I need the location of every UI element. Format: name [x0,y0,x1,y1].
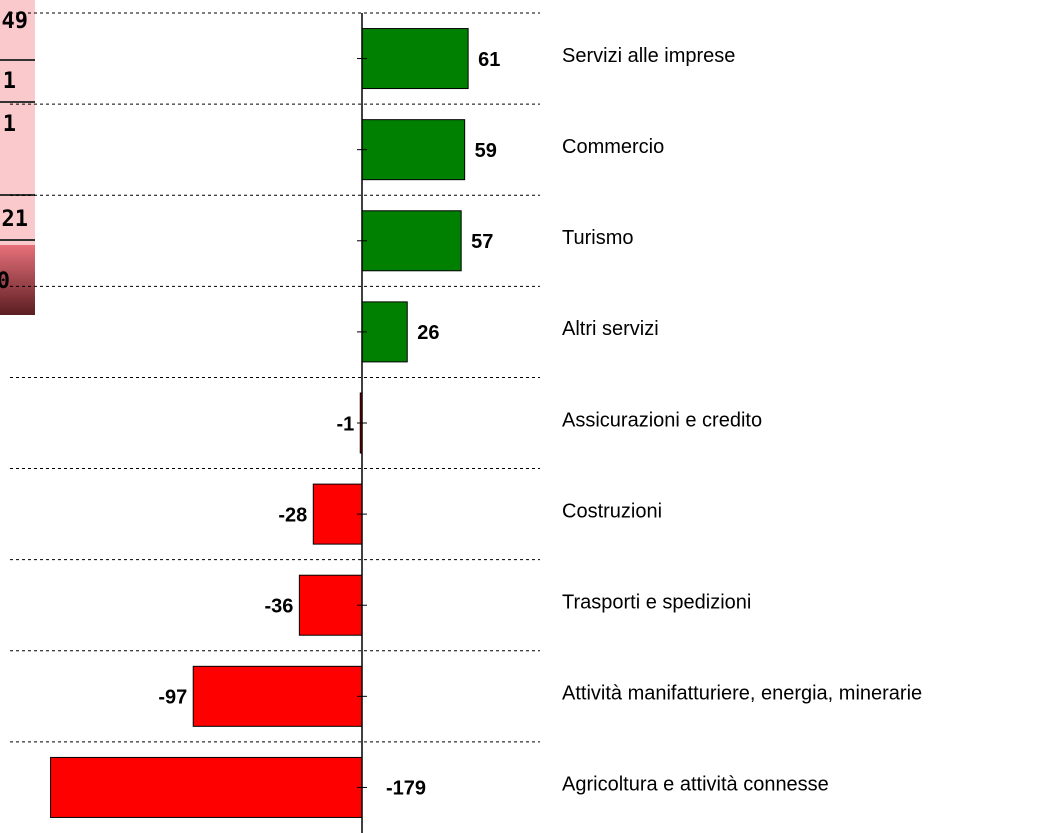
category-label: Agricoltura e attività connesse [562,774,829,796]
bar [298,574,363,636]
panel-text: 1 [3,69,16,94]
category-label: Servizi alle imprese [562,45,735,67]
category-label: Attività manifatturiere, energia, minera… [562,683,922,705]
bar [361,119,466,181]
bar [361,210,462,272]
value-label: 26 [417,322,439,344]
value-label: 59 [475,140,497,162]
category-label: Trasporti e spedizioni [562,592,751,614]
category-label: Commercio [562,136,664,158]
category-label: Turismo [562,227,633,249]
value-label: 61 [478,49,500,71]
value-label: -36 [264,596,293,618]
category-label: Assicurazioni e credito [562,409,762,431]
panel-text: 21 [2,207,29,232]
value-label: -28 [278,504,307,526]
bar [361,28,469,90]
bar [192,665,363,727]
panel-bg [0,0,35,245]
panel-cell [0,245,35,315]
category-label: Costruzioni [562,500,662,522]
category-label: Altri servizi [562,318,659,340]
side-panel: 49 1 1 21 0 [0,0,35,315]
bar [361,301,408,363]
bar [312,483,363,545]
bar [50,756,363,818]
value-label: -97 [158,687,187,709]
panel-text: 1 [3,112,16,137]
value-label: -1 [336,413,354,435]
value-label: 57 [471,231,493,253]
panel-text: 0 [0,269,10,294]
value-label: -179 [386,778,426,800]
